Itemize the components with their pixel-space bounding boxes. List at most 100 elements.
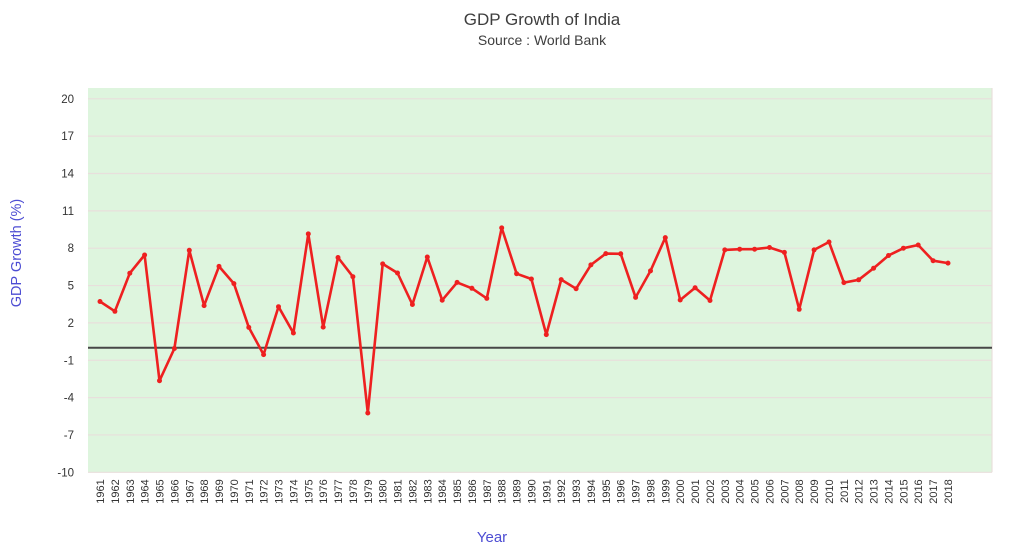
data-point-marker — [231, 281, 237, 287]
x-tick-label: 1995 — [601, 479, 613, 503]
data-point-marker — [395, 270, 400, 276]
data-point-marker — [320, 324, 326, 330]
x-tick-label: 1966 — [169, 479, 181, 503]
data-point-marker — [573, 286, 579, 292]
data-point-marker — [722, 247, 728, 253]
data-point-marker — [186, 247, 192, 253]
data-point-marker — [692, 285, 698, 291]
series-line — [98, 226, 950, 415]
data-point-marker — [409, 302, 415, 307]
x-tick-label: 1963 — [125, 479, 137, 503]
x-tick-label: 1969 — [214, 479, 226, 503]
x-tick-label: 1990 — [526, 479, 538, 503]
x-tick-label: 2002 — [705, 479, 717, 503]
y-tick-label: 20 — [61, 94, 74, 106]
x-tick-label: 1982 — [407, 479, 419, 503]
data-point-marker — [662, 235, 668, 241]
data-point-marker — [796, 306, 802, 312]
x-tick-label: 1972 — [259, 479, 271, 503]
data-point-marker — [112, 308, 118, 314]
y-tick-label: -4 — [64, 393, 75, 405]
x-tick-label: 1994 — [586, 479, 598, 503]
x-tick-label: 1997 — [631, 479, 643, 503]
data-point-marker — [588, 262, 594, 268]
x-tick-label: 1967 — [184, 479, 196, 503]
x-tick-label: 1974 — [288, 479, 300, 503]
data-point-marker — [930, 258, 936, 264]
x-tick-label: 1996 — [616, 479, 628, 503]
data-point-marker — [484, 295, 490, 301]
data-point-marker — [97, 299, 103, 304]
x-tick-label: 2010 — [824, 479, 836, 503]
x-tick-label: 1980 — [378, 479, 390, 503]
data-point-marker — [826, 239, 832, 245]
x-tick-label: 1962 — [110, 479, 122, 503]
data-point-marker — [246, 324, 252, 330]
data-point-marker — [752, 246, 758, 252]
x-tick-label: 1992 — [556, 479, 568, 503]
x-tick-label: 1999 — [660, 479, 672, 503]
x-tick-label: 1964 — [140, 479, 152, 503]
plot-background — [88, 88, 992, 473]
data-point-marker — [603, 251, 609, 257]
y-tick-label: -1 — [64, 355, 74, 367]
x-tick-label: 2012 — [854, 479, 866, 503]
x-tick-label: 1983 — [422, 479, 434, 503]
chart-title: GDP Growth of India — [463, 10, 621, 29]
data-point-marker — [900, 245, 906, 251]
y-tick-label: 17 — [61, 131, 74, 143]
data-point-marker — [499, 225, 505, 231]
data-point-marker — [811, 247, 817, 253]
data-point-marker — [886, 253, 891, 258]
y-tick-label: 5 — [68, 281, 74, 293]
x-tick-label: 1981 — [393, 479, 405, 503]
x-tick-label: 1979 — [363, 479, 375, 503]
x-tick-label: 1977 — [333, 479, 345, 503]
data-point-marker — [454, 279, 460, 285]
data-point-marker — [380, 261, 386, 267]
x-tick-label: 2003 — [720, 479, 732, 503]
y-tick-label: 11 — [62, 206, 74, 218]
x-tick-label: 2015 — [898, 479, 910, 503]
data-point-marker — [841, 280, 847, 286]
y-tick-label: -10 — [57, 467, 74, 479]
x-tick-label: 2007 — [779, 479, 791, 503]
x-tick-label: 2016 — [913, 479, 925, 503]
x-tick-label: 1993 — [571, 479, 583, 503]
x-tick-label: 1986 — [467, 479, 479, 503]
data-point-marker — [618, 251, 624, 257]
x-tick-label: 2004 — [735, 479, 747, 503]
chart-subtitle: Source : World Bank — [477, 32, 607, 48]
data-point-marker — [781, 249, 787, 255]
data-point-marker — [127, 270, 133, 276]
x-tick-label: 1987 — [482, 479, 494, 503]
data-point-marker — [171, 346, 177, 351]
data-point-marker — [290, 330, 296, 336]
data-point-marker — [335, 255, 341, 260]
x-tick-label: 1961 — [95, 479, 107, 503]
data-point-marker — [350, 274, 356, 280]
x-tick-label: 2009 — [809, 479, 821, 503]
data-point-marker — [276, 304, 281, 310]
data-point-marker — [648, 268, 653, 274]
x-tick-label: 2013 — [869, 479, 881, 503]
x-tick-label: 2005 — [750, 479, 762, 503]
x-tick-label: 2006 — [764, 479, 776, 503]
x-tick-label: 1968 — [199, 479, 211, 503]
data-point-marker — [767, 245, 772, 250]
data-point-marker — [365, 410, 371, 416]
data-point-marker — [514, 271, 520, 277]
x-tick-label: 2014 — [883, 479, 895, 503]
data-point-marker — [543, 332, 549, 338]
y-tick-label: 2 — [68, 318, 74, 330]
y-tick-label: -7 — [64, 430, 74, 442]
data-point-marker — [157, 378, 162, 384]
x-tick-label: 1989 — [512, 479, 524, 503]
data-point-marker — [707, 298, 713, 303]
x-tick-label: 1976 — [318, 479, 330, 503]
x-axis-title: Year — [476, 529, 508, 546]
data-point-marker — [558, 277, 564, 283]
data-point-marker — [528, 276, 534, 282]
data-point-marker — [871, 265, 877, 271]
